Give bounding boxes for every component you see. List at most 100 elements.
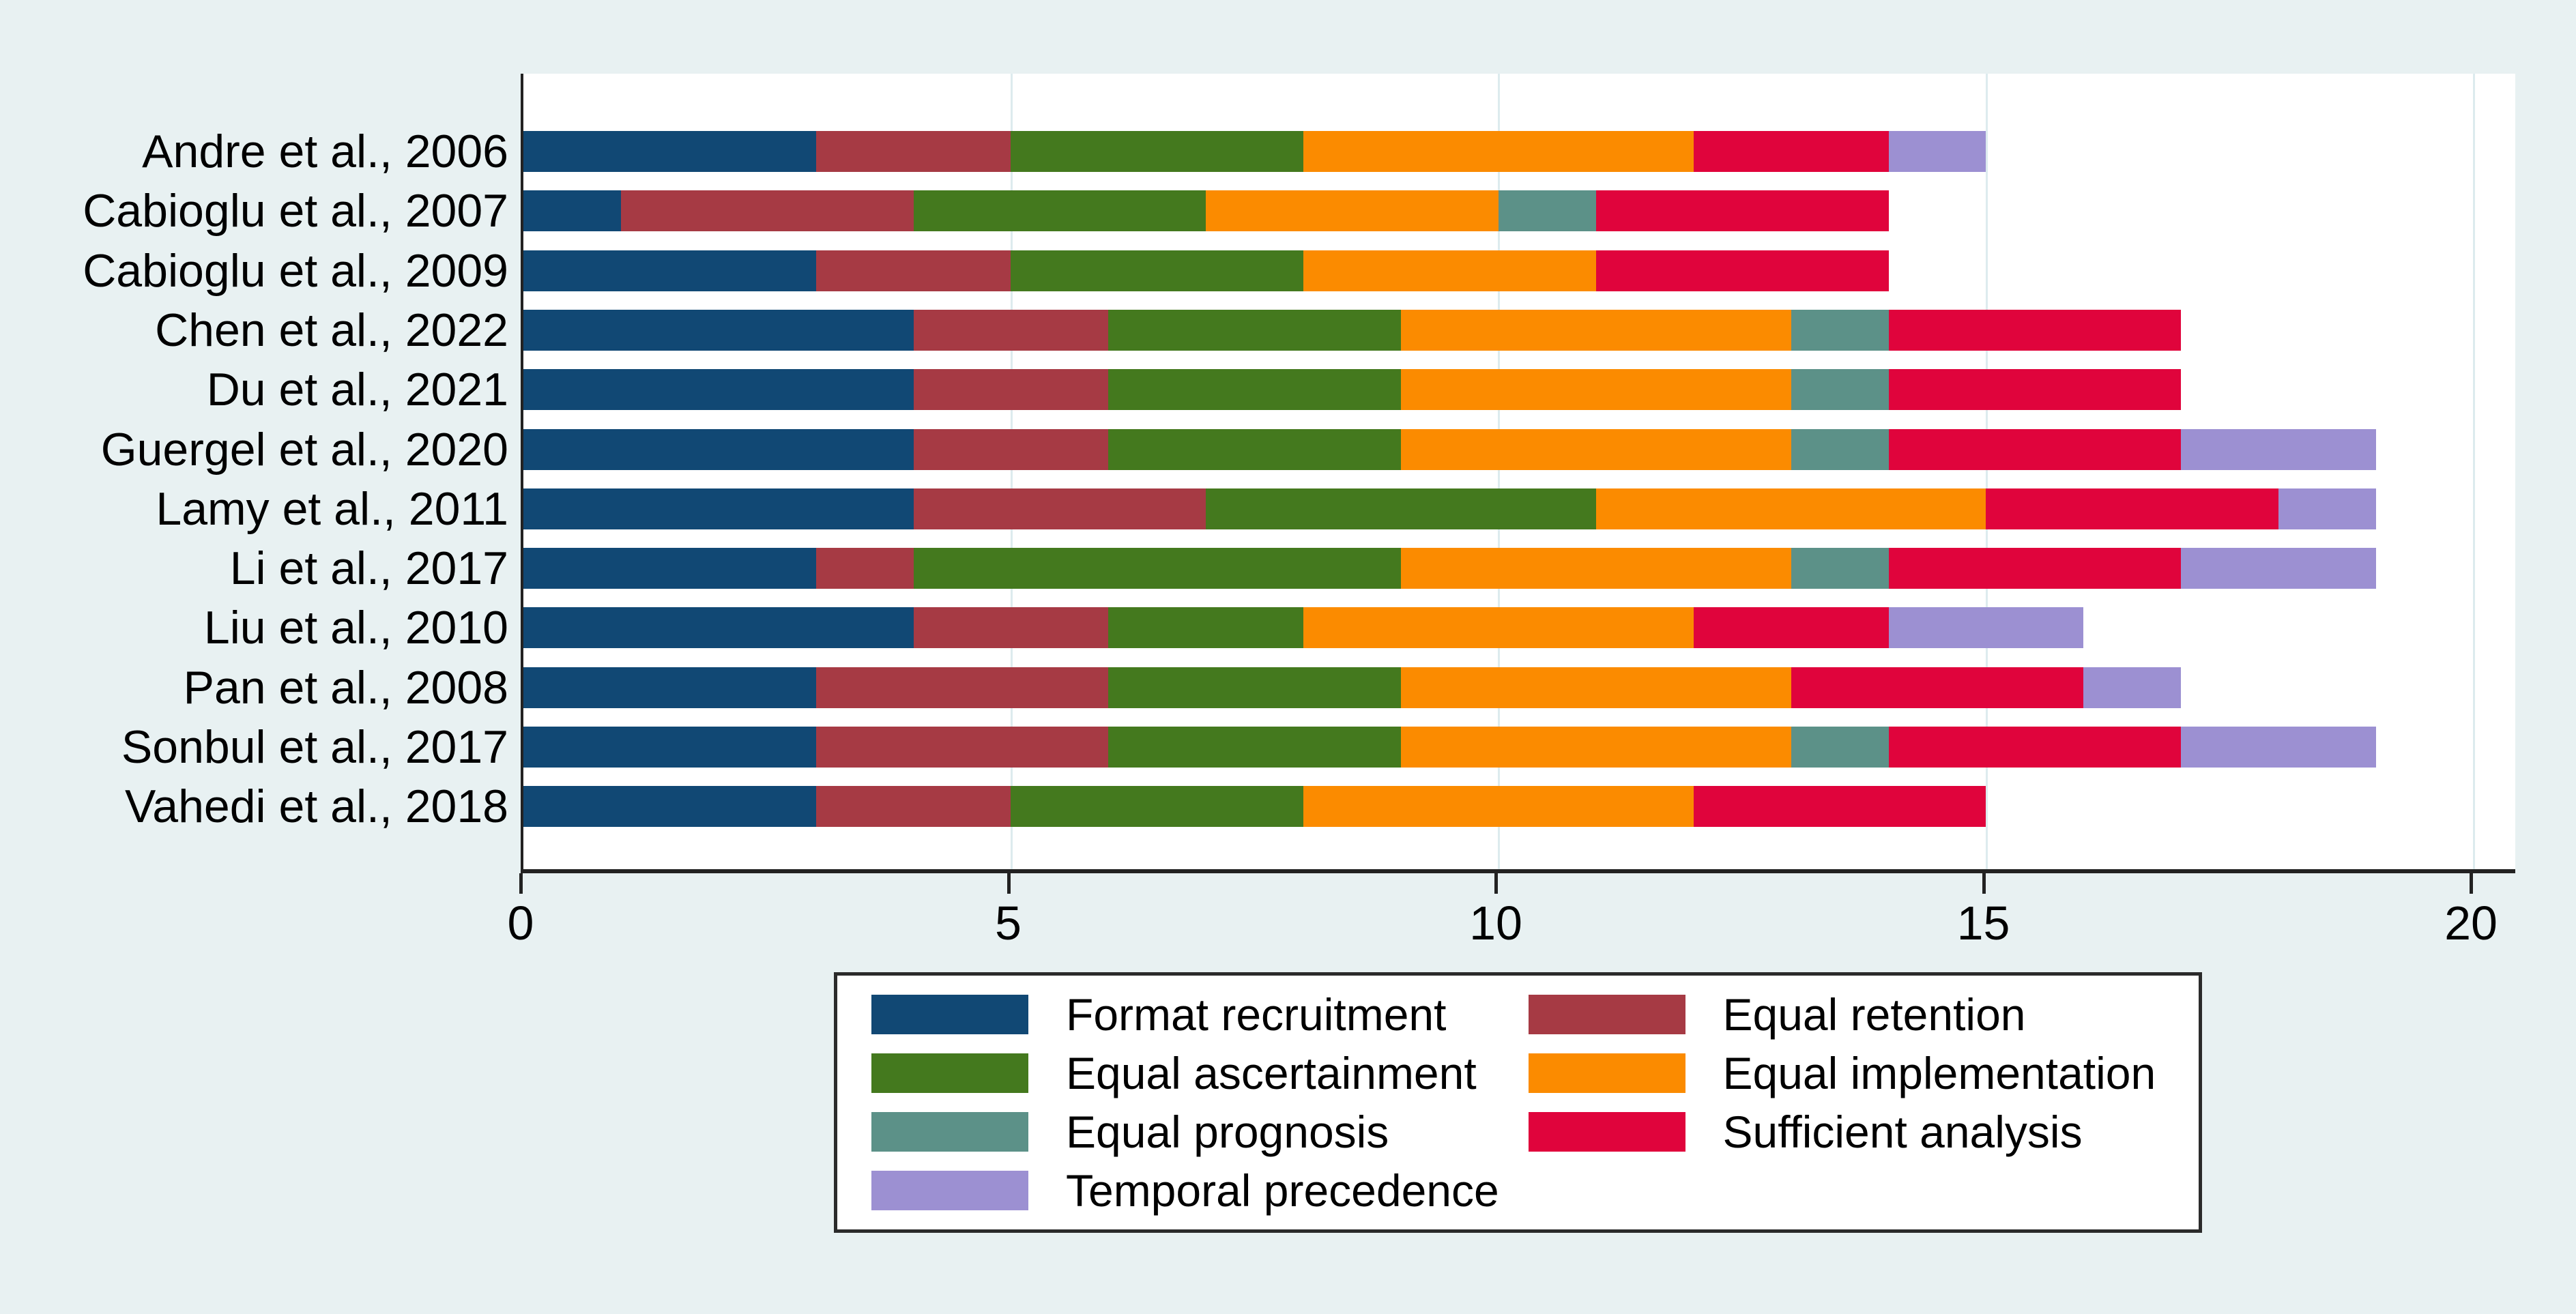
bar-segment-equal-ascertainment bbox=[1108, 607, 1304, 648]
bar-row bbox=[523, 250, 1889, 291]
bar-segment-equal-retention bbox=[913, 607, 1109, 648]
bar-segment-sufficient-analysis bbox=[1693, 607, 1889, 648]
x-tick-label: 15 bbox=[1956, 896, 2010, 950]
legend-swatch bbox=[871, 1171, 1028, 1210]
bar-row bbox=[523, 607, 2084, 648]
category-label: Cabioglu et al., 2007 bbox=[83, 185, 508, 237]
legend-item: Equal ascertainment bbox=[871, 1044, 1529, 1103]
bar-segment-equal-implementation bbox=[1206, 190, 1499, 231]
bar-segment-format-recruitment bbox=[523, 667, 816, 708]
bar-segment-temporal-precedence bbox=[2083, 667, 2182, 708]
bar-segment-equal-implementation bbox=[1303, 786, 1694, 827]
bar-segment-equal-implementation bbox=[1303, 607, 1694, 648]
bar-segment-equal-retention bbox=[620, 190, 914, 231]
bar-row bbox=[523, 369, 2182, 410]
bar-segment-temporal-precedence bbox=[2278, 488, 2377, 529]
bar-segment-equal-retention bbox=[815, 727, 1109, 768]
bar-row bbox=[523, 190, 1889, 231]
bar-segment-sufficient-analysis bbox=[1888, 310, 2182, 351]
bar-segment-format-recruitment bbox=[523, 310, 914, 351]
bar-segment-equal-ascertainment bbox=[1108, 429, 1402, 470]
x-tick bbox=[2470, 873, 2473, 894]
legend-item: Equal implementation bbox=[1528, 1044, 2186, 1103]
bar-segment-format-recruitment bbox=[523, 607, 914, 648]
bar-row bbox=[523, 488, 2377, 529]
bar-segment-sufficient-analysis bbox=[1888, 429, 2182, 470]
bar-segment-equal-ascertainment bbox=[1011, 786, 1304, 827]
category-label: Guergel et al., 2020 bbox=[100, 424, 508, 476]
legend-item: Temporal precedence bbox=[871, 1161, 1529, 1220]
category-label: Vahedi et al., 2018 bbox=[124, 780, 508, 832]
bar-segment-sufficient-analysis bbox=[1888, 548, 2182, 589]
x-tick-label: 20 bbox=[2444, 896, 2498, 950]
bar-segment-equal-implementation bbox=[1401, 667, 1791, 708]
grid-line bbox=[2473, 74, 2475, 869]
bar-segment-equal-retention bbox=[913, 369, 1109, 410]
legend-swatch bbox=[871, 1112, 1028, 1152]
grid-line bbox=[1010, 74, 1013, 869]
legend-label: Temporal precedence bbox=[1066, 1165, 1499, 1216]
bar-segment-format-recruitment bbox=[523, 488, 914, 529]
bar-segment-equal-retention bbox=[913, 310, 1109, 351]
bar-segment-equal-retention bbox=[815, 667, 1109, 708]
category-label: Sonbul et al., 2017 bbox=[121, 721, 508, 773]
bar-segment-equal-retention bbox=[815, 786, 1011, 827]
category-label: Du et al., 2021 bbox=[206, 364, 508, 415]
legend-label: Equal implementation bbox=[1722, 1048, 2156, 1098]
bar-segment-sufficient-analysis bbox=[1791, 667, 2084, 708]
legend-label: Equal ascertainment bbox=[1066, 1048, 1477, 1098]
bar-segment-format-recruitment bbox=[523, 250, 816, 291]
legend-swatch bbox=[1528, 1053, 1685, 1093]
legend-label: Equal prognosis bbox=[1066, 1107, 1389, 1157]
bar-segment-format-recruitment bbox=[523, 190, 621, 231]
bar-segment-equal-implementation bbox=[1401, 310, 1791, 351]
bar-segment-temporal-precedence bbox=[1888, 607, 2084, 648]
bar-row bbox=[523, 786, 1986, 827]
category-label: Pan et al., 2008 bbox=[183, 662, 508, 714]
bar-segment-equal-ascertainment bbox=[1108, 369, 1402, 410]
bar-row bbox=[523, 548, 2377, 589]
bar-segment-equal-retention bbox=[815, 131, 1011, 172]
category-label: Liu et al., 2010 bbox=[203, 602, 508, 654]
bar-segment-equal-implementation bbox=[1401, 429, 1791, 470]
bar-segment-sufficient-analysis bbox=[1595, 190, 1889, 231]
category-label: Li et al., 2017 bbox=[229, 542, 508, 594]
x-tick bbox=[1007, 873, 1011, 894]
bar-segment-equal-ascertainment bbox=[1206, 488, 1596, 529]
bar-segment-equal-implementation bbox=[1595, 488, 1986, 529]
bar-segment-equal-prognosis bbox=[1498, 190, 1596, 231]
bar-segment-equal-ascertainment bbox=[1108, 727, 1402, 768]
bar-segment-equal-prognosis bbox=[1791, 548, 1889, 589]
bar-segment-equal-ascertainment bbox=[1011, 250, 1304, 291]
legend-swatch bbox=[871, 1053, 1028, 1093]
bar-segment-equal-retention bbox=[815, 548, 914, 589]
x-tick-label: 0 bbox=[507, 896, 534, 950]
bar-row bbox=[523, 727, 2377, 768]
bar-segment-equal-retention bbox=[913, 429, 1109, 470]
legend-label: Equal retention bbox=[1722, 989, 2026, 1040]
bar-segment-sufficient-analysis bbox=[1595, 250, 1889, 291]
bar-row bbox=[523, 667, 2182, 708]
bar-segment-format-recruitment bbox=[523, 727, 816, 768]
category-label: Chen et al., 2022 bbox=[155, 304, 508, 356]
legend-item: Equal prognosis bbox=[871, 1103, 1529, 1161]
category-label: Andre et al., 2006 bbox=[142, 126, 508, 177]
bar-segment-equal-ascertainment bbox=[913, 190, 1206, 231]
bar-segment-sufficient-analysis bbox=[1888, 727, 2182, 768]
legend-item: Equal retention bbox=[1528, 985, 2186, 1044]
bar-segment-temporal-precedence bbox=[2181, 548, 2377, 589]
bar-segment-format-recruitment bbox=[523, 429, 914, 470]
category-label: Cabioglu et al., 2009 bbox=[83, 245, 508, 297]
bar-segment-equal-retention bbox=[815, 250, 1011, 291]
grid-line bbox=[1985, 74, 1988, 869]
x-tick bbox=[519, 873, 523, 894]
bar-segment-format-recruitment bbox=[523, 786, 816, 827]
legend-item: Format recruitment bbox=[871, 985, 1529, 1044]
bar-segment-equal-prognosis bbox=[1791, 310, 1889, 351]
bar-segment-equal-implementation bbox=[1401, 369, 1791, 410]
bar-row bbox=[523, 429, 2377, 470]
bar-row bbox=[523, 310, 2182, 351]
bar-segment-equal-implementation bbox=[1401, 548, 1791, 589]
legend-label: Sufficient analysis bbox=[1722, 1107, 2083, 1157]
